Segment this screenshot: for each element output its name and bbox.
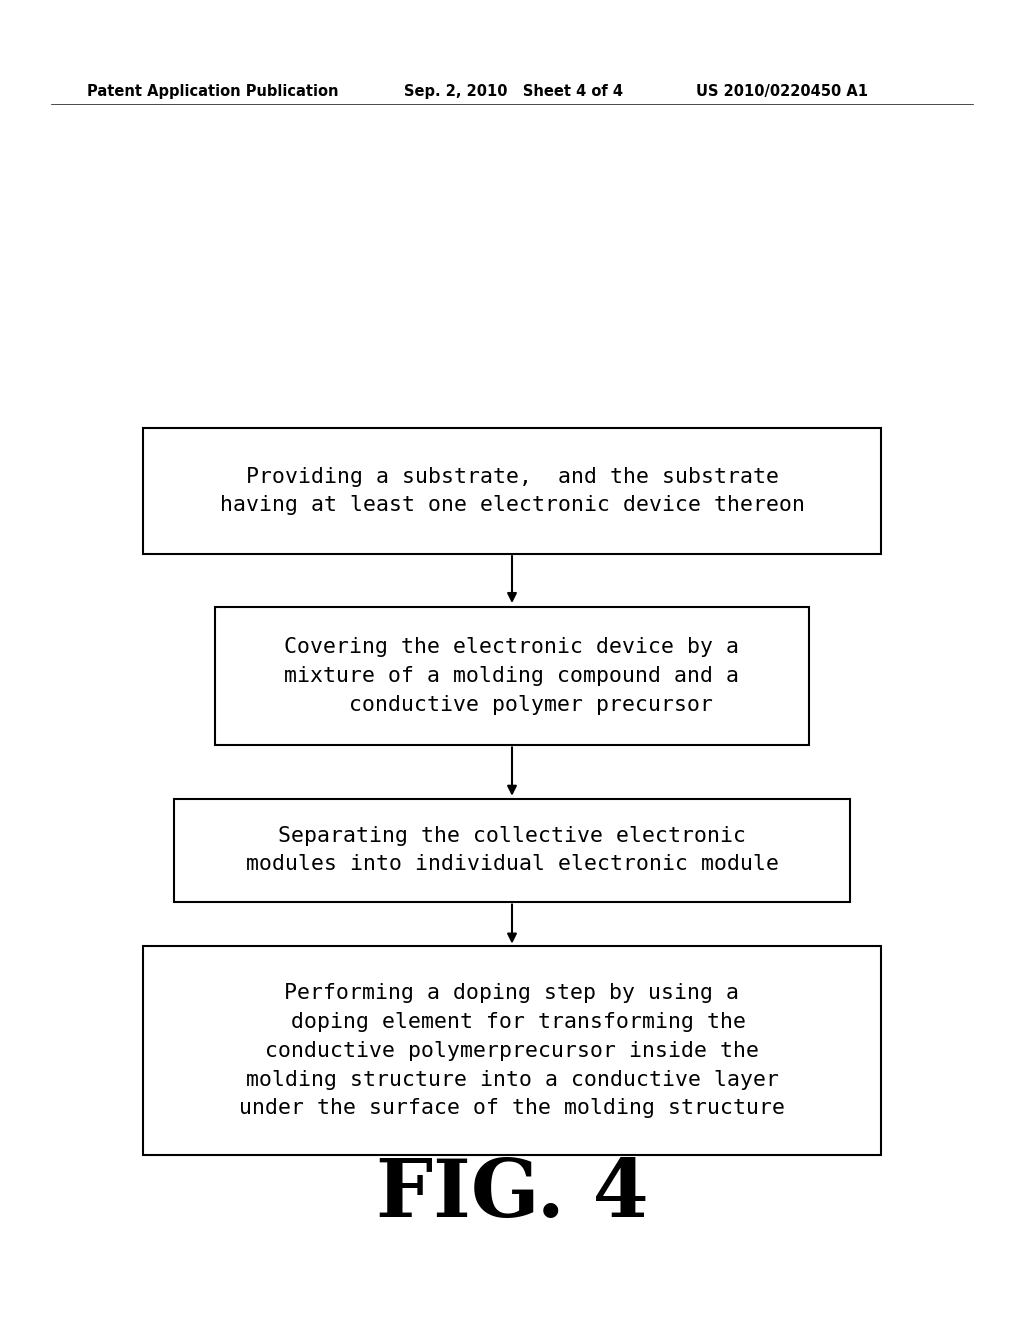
FancyBboxPatch shape — [143, 428, 881, 554]
Text: Sep. 2, 2010   Sheet 4 of 4: Sep. 2, 2010 Sheet 4 of 4 — [404, 83, 624, 99]
FancyBboxPatch shape — [143, 946, 881, 1155]
Text: US 2010/0220450 A1: US 2010/0220450 A1 — [696, 83, 868, 99]
FancyBboxPatch shape — [215, 607, 809, 744]
Text: Patent Application Publication: Patent Application Publication — [87, 83, 339, 99]
Text: FIG. 4: FIG. 4 — [376, 1155, 648, 1234]
Text: Separating the collective electronic
modules into individual electronic module: Separating the collective electronic mod… — [246, 826, 778, 874]
FancyBboxPatch shape — [174, 799, 850, 902]
Text: Covering the electronic device by a
mixture of a molding compound and a
   condu: Covering the electronic device by a mixt… — [285, 638, 739, 714]
Text: Providing a substrate,  and the substrate
having at least one electronic device : Providing a substrate, and the substrate… — [219, 467, 805, 515]
Text: Performing a doping step by using a
 doping element for transforming the
conduct: Performing a doping step by using a dopi… — [239, 983, 785, 1118]
